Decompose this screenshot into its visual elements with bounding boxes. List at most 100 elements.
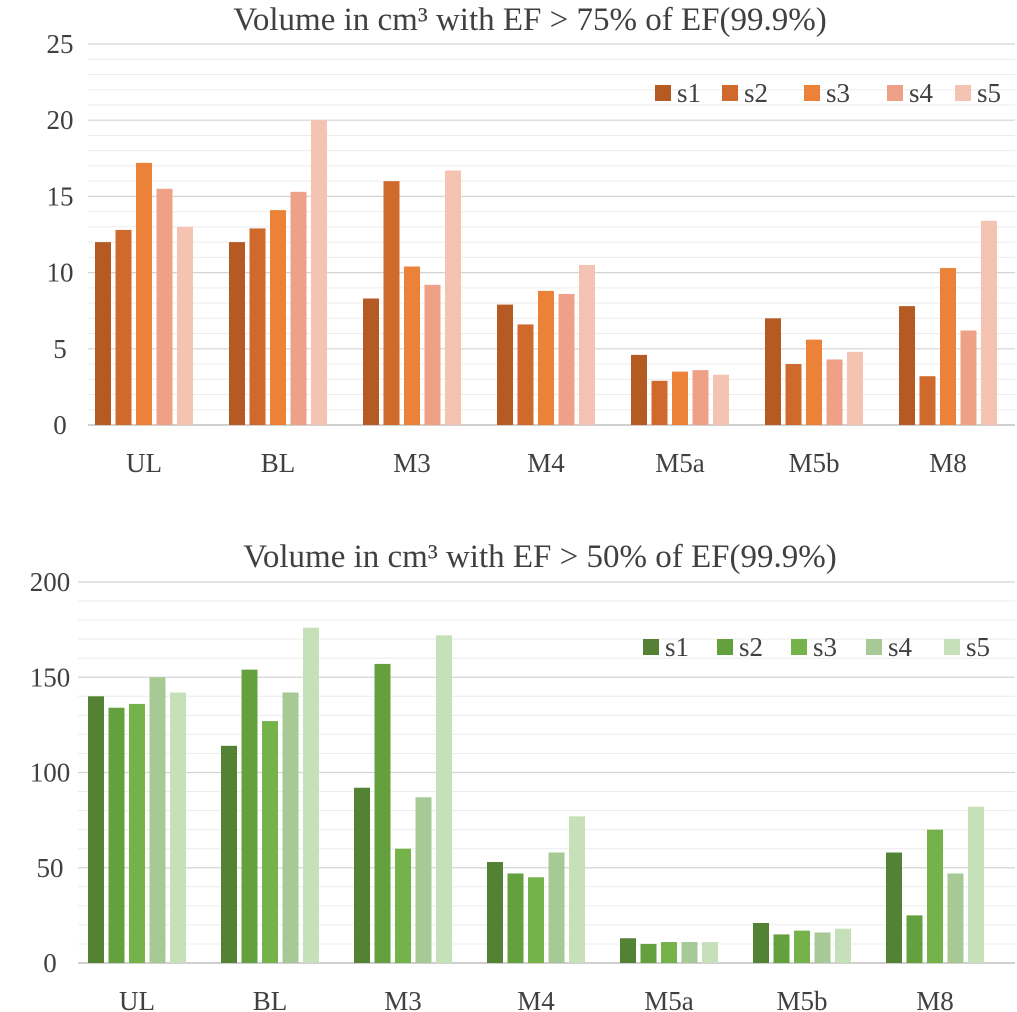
x-category-label: M3 [393, 448, 431, 478]
bar-bl-s2 [249, 228, 266, 425]
bar-ul-s5 [170, 692, 186, 963]
x-category-label: M5a [655, 448, 705, 478]
y-tick-label: 5 [53, 334, 67, 364]
bar-bl-s5 [303, 627, 319, 963]
bar-m4-s5 [579, 264, 595, 425]
legend-swatch [655, 85, 671, 101]
bar-bl-s4 [290, 191, 307, 425]
y-tick-label: 100 [30, 758, 71, 788]
category-group-m5b [753, 922, 851, 963]
legend-label: s4 [909, 78, 934, 108]
legend-label: s1 [665, 632, 689, 662]
bar-m5b-s5 [835, 928, 851, 963]
bar-ul-s1 [88, 696, 104, 963]
bar-m5b-s3 [794, 930, 810, 963]
chart-bottom-ef50: Volume in cm³ with EF > 50% of EF(99.9%)… [30, 539, 1015, 1012]
bar-m5b-s2 [773, 934, 790, 963]
bar-m4-s1 [497, 304, 513, 425]
bar-m5b-s5 [847, 351, 863, 425]
x-category-label: M8 [929, 448, 967, 478]
bar-m5a-s1 [620, 938, 636, 963]
bar-bl-s4 [282, 692, 299, 963]
bar-m8-s3 [927, 829, 943, 963]
bar-bl-s1 [221, 745, 237, 963]
category-group-m5b [765, 318, 863, 425]
x-category-label: UL [119, 986, 155, 1012]
bar-m3-s2 [374, 663, 391, 963]
legend: s1 s2 s3 s4 s5 [655, 78, 1001, 108]
gridlines [78, 581, 1015, 945]
bar-m4-s1 [487, 862, 503, 963]
bar-m8-s2 [906, 915, 923, 963]
y-tick-label: 15 [47, 181, 74, 211]
category-group-m5a [620, 938, 718, 963]
category-group-ul [95, 162, 193, 425]
x-category-label: M4 [517, 986, 555, 1012]
bar-m8-s1 [886, 852, 902, 963]
bar-m8-s5 [968, 806, 984, 963]
category-group-bl [221, 627, 319, 963]
x-category-label: M5b [776, 986, 827, 1012]
legend-label: s1 [677, 78, 701, 108]
bar-ul-s3 [136, 162, 152, 425]
bar-m3-s4 [424, 284, 441, 425]
bar-m5a-s3 [672, 371, 688, 425]
legend-item-s4: s4 [887, 78, 934, 108]
x-category-label: M5a [644, 986, 694, 1012]
legend-swatch [643, 639, 659, 655]
bar-m5b-s4 [814, 932, 831, 963]
legend-item-s1: s1 [643, 632, 689, 662]
bar-m5a-s4 [681, 942, 698, 963]
y-tick-label: 10 [47, 258, 74, 288]
legend-swatch [791, 639, 807, 655]
y-tick-label: 20 [47, 105, 74, 135]
bar-m4-s4 [558, 293, 575, 425]
bar-m5a-s3 [661, 942, 677, 963]
bar-ul-s5 [177, 226, 193, 425]
bar-m5b-s4 [826, 359, 843, 425]
legend-item-s1: s1 [655, 78, 701, 108]
legend-swatch [722, 85, 738, 101]
legend-label: s5 [966, 632, 990, 662]
bar-ul-s3 [129, 703, 145, 963]
bar-ul-s2 [108, 707, 125, 963]
category-group-m8 [886, 806, 984, 963]
category-group-m4 [497, 264, 595, 425]
legend-swatch [804, 85, 820, 101]
bar-m5a-s5 [702, 942, 718, 963]
bar-m8-s1 [899, 306, 915, 425]
legend-item-s2: s2 [717, 632, 763, 662]
category-group-m8 [899, 220, 997, 425]
y-tick-label: 0 [53, 410, 67, 440]
y-tick-label: 150 [30, 662, 71, 692]
legend-item-s5: s5 [944, 632, 990, 662]
bar-ul-s1 [95, 242, 111, 425]
legend-swatch [955, 85, 971, 101]
chart-top-ef75: Volume in cm³ with EF > 75% of EF(99.9%)… [47, 2, 1015, 478]
legend-label: s4 [888, 632, 913, 662]
legend-swatch [887, 85, 903, 101]
bar-m5a-s2 [640, 943, 657, 963]
category-group-ul [88, 677, 186, 963]
legend-swatch [944, 639, 960, 655]
bar-bl-s1 [229, 242, 245, 425]
category-group-m3 [363, 170, 461, 425]
bar-bl-s3 [262, 721, 278, 963]
bar-ul-s4 [149, 677, 166, 963]
x-category-label: M8 [916, 986, 954, 1012]
bar-m4-s4 [548, 852, 565, 963]
legend-label: s3 [826, 78, 850, 108]
legend: s1 s2 s3 s4 s5 [643, 632, 990, 662]
bar-m3-s2 [383, 181, 400, 425]
bar-m4-s3 [528, 877, 544, 963]
y-tick-label: 0 [43, 948, 57, 978]
x-category-label: M5b [788, 448, 839, 478]
x-category-label: UL [126, 448, 162, 478]
bar-bl-s3 [270, 210, 286, 425]
bar-bl-s5 [311, 120, 327, 425]
category-group-m3 [354, 635, 452, 963]
bar-m3-s3 [404, 266, 420, 425]
bar-m5a-s5 [713, 374, 729, 425]
bar-m8-s4 [960, 330, 977, 425]
bar-bl-s2 [241, 669, 258, 963]
